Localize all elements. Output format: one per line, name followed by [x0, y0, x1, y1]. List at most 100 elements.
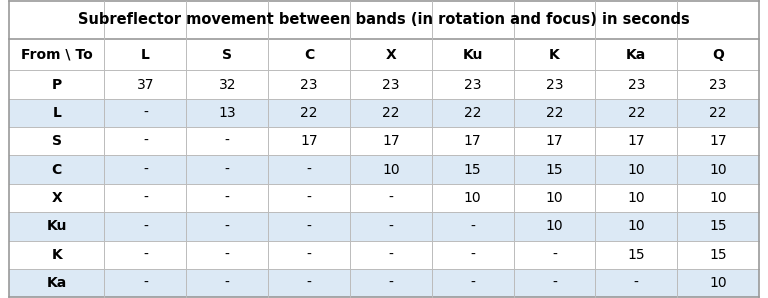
FancyBboxPatch shape: [677, 184, 759, 212]
FancyBboxPatch shape: [268, 240, 350, 269]
FancyBboxPatch shape: [514, 184, 595, 212]
Text: -: -: [634, 276, 639, 290]
Text: 17: 17: [464, 134, 482, 148]
Text: -: -: [225, 191, 230, 205]
Text: 22: 22: [546, 106, 563, 120]
Text: 37: 37: [137, 77, 154, 91]
Text: -: -: [552, 276, 557, 290]
FancyBboxPatch shape: [350, 127, 432, 156]
FancyBboxPatch shape: [432, 240, 514, 269]
FancyBboxPatch shape: [514, 240, 595, 269]
FancyBboxPatch shape: [9, 39, 104, 70]
Text: -: -: [306, 163, 312, 177]
Text: -: -: [143, 163, 147, 177]
Text: S: S: [222, 48, 232, 62]
FancyBboxPatch shape: [9, 127, 104, 156]
Text: -: -: [306, 219, 312, 233]
FancyBboxPatch shape: [677, 99, 759, 127]
Text: 10: 10: [627, 163, 645, 177]
FancyBboxPatch shape: [268, 70, 350, 99]
Text: C: C: [51, 163, 62, 177]
Text: -: -: [143, 191, 147, 205]
FancyBboxPatch shape: [350, 240, 432, 269]
Text: P: P: [51, 77, 62, 91]
FancyBboxPatch shape: [432, 70, 514, 99]
FancyBboxPatch shape: [9, 70, 104, 99]
FancyBboxPatch shape: [104, 212, 187, 240]
Text: Subreflector movement between bands (in rotation and focus) in seconds: Subreflector movement between bands (in …: [78, 13, 690, 27]
FancyBboxPatch shape: [350, 212, 432, 240]
Text: 15: 15: [464, 163, 482, 177]
Text: -: -: [470, 219, 475, 233]
FancyBboxPatch shape: [432, 156, 514, 184]
FancyBboxPatch shape: [350, 184, 432, 212]
FancyBboxPatch shape: [268, 127, 350, 156]
FancyBboxPatch shape: [187, 212, 268, 240]
FancyBboxPatch shape: [187, 269, 268, 297]
FancyBboxPatch shape: [104, 70, 187, 99]
Text: 23: 23: [710, 77, 727, 91]
Text: 23: 23: [464, 77, 482, 91]
Text: -: -: [143, 106, 147, 120]
Text: -: -: [389, 276, 393, 290]
FancyBboxPatch shape: [514, 212, 595, 240]
FancyBboxPatch shape: [104, 39, 187, 70]
FancyBboxPatch shape: [595, 212, 677, 240]
FancyBboxPatch shape: [350, 39, 432, 70]
Text: 17: 17: [627, 134, 645, 148]
FancyBboxPatch shape: [595, 39, 677, 70]
Text: -: -: [470, 248, 475, 262]
FancyBboxPatch shape: [677, 39, 759, 70]
FancyBboxPatch shape: [432, 127, 514, 156]
Text: Ka: Ka: [47, 276, 67, 290]
Text: -: -: [225, 134, 230, 148]
FancyBboxPatch shape: [514, 127, 595, 156]
Text: -: -: [225, 248, 230, 262]
FancyBboxPatch shape: [432, 269, 514, 297]
Text: 17: 17: [546, 134, 563, 148]
Text: K: K: [549, 48, 560, 62]
Text: Q: Q: [712, 48, 724, 62]
FancyBboxPatch shape: [432, 99, 514, 127]
Text: L: L: [141, 48, 150, 62]
FancyBboxPatch shape: [268, 184, 350, 212]
FancyBboxPatch shape: [677, 127, 759, 156]
FancyBboxPatch shape: [104, 184, 187, 212]
Text: S: S: [51, 134, 61, 148]
Text: -: -: [306, 248, 312, 262]
FancyBboxPatch shape: [104, 240, 187, 269]
Text: 10: 10: [546, 219, 563, 233]
FancyBboxPatch shape: [9, 99, 104, 127]
FancyBboxPatch shape: [432, 212, 514, 240]
Text: 22: 22: [300, 106, 318, 120]
FancyBboxPatch shape: [595, 127, 677, 156]
FancyBboxPatch shape: [350, 156, 432, 184]
Text: X: X: [386, 48, 396, 62]
Text: -: -: [143, 134, 147, 148]
FancyBboxPatch shape: [677, 269, 759, 297]
FancyBboxPatch shape: [104, 127, 187, 156]
Text: From \ To: From \ To: [21, 48, 93, 62]
FancyBboxPatch shape: [595, 99, 677, 127]
FancyBboxPatch shape: [677, 212, 759, 240]
FancyBboxPatch shape: [187, 184, 268, 212]
FancyBboxPatch shape: [268, 39, 350, 70]
FancyBboxPatch shape: [9, 240, 104, 269]
Text: Ku: Ku: [462, 48, 483, 62]
Text: -: -: [143, 219, 147, 233]
FancyBboxPatch shape: [268, 269, 350, 297]
FancyBboxPatch shape: [514, 269, 595, 297]
FancyBboxPatch shape: [187, 156, 268, 184]
FancyBboxPatch shape: [595, 70, 677, 99]
FancyBboxPatch shape: [677, 240, 759, 269]
Text: 10: 10: [627, 219, 645, 233]
FancyBboxPatch shape: [677, 156, 759, 184]
Text: -: -: [389, 191, 393, 205]
FancyBboxPatch shape: [9, 212, 104, 240]
Text: 10: 10: [627, 191, 645, 205]
Text: 22: 22: [627, 106, 645, 120]
Text: 22: 22: [710, 106, 727, 120]
Text: 17: 17: [300, 134, 318, 148]
FancyBboxPatch shape: [9, 269, 104, 297]
Text: 32: 32: [218, 77, 236, 91]
